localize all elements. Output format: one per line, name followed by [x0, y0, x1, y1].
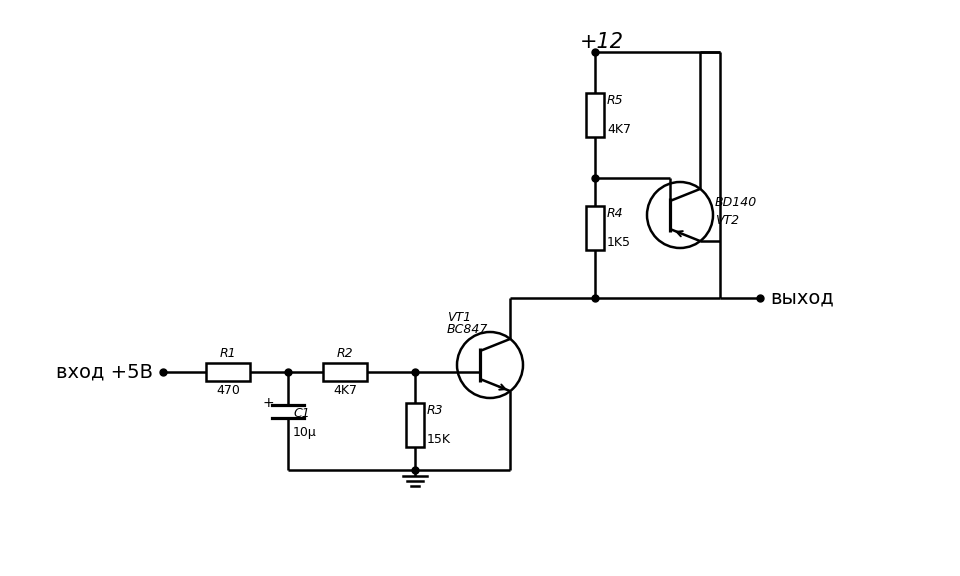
Text: 470: 470: [216, 384, 240, 397]
Text: BC847: BC847: [447, 323, 489, 336]
Text: R3: R3: [427, 404, 444, 417]
Text: +12: +12: [580, 32, 624, 52]
Text: R5: R5: [607, 94, 624, 107]
Text: 4K7: 4K7: [607, 123, 631, 136]
Text: 15K: 15K: [427, 433, 451, 446]
Text: VT2: VT2: [715, 214, 739, 228]
Text: BD140: BD140: [715, 196, 757, 210]
Text: R4: R4: [607, 207, 624, 220]
Text: вход +5В: вход +5В: [56, 362, 153, 381]
Text: +: +: [262, 396, 274, 410]
Bar: [323, 363, 367, 381]
Text: C1: C1: [293, 407, 310, 420]
Bar: [586, 93, 604, 137]
Text: 4K7: 4K7: [333, 384, 357, 397]
Bar: [406, 403, 424, 447]
Text: VT1: VT1: [447, 311, 471, 324]
Text: R1: R1: [220, 347, 236, 360]
Bar: [206, 363, 250, 381]
Bar: [586, 206, 604, 250]
Text: 10μ: 10μ: [293, 426, 317, 439]
Text: выход: выход: [770, 289, 833, 308]
Text: R2: R2: [337, 347, 353, 360]
Text: 1K5: 1K5: [607, 236, 631, 249]
